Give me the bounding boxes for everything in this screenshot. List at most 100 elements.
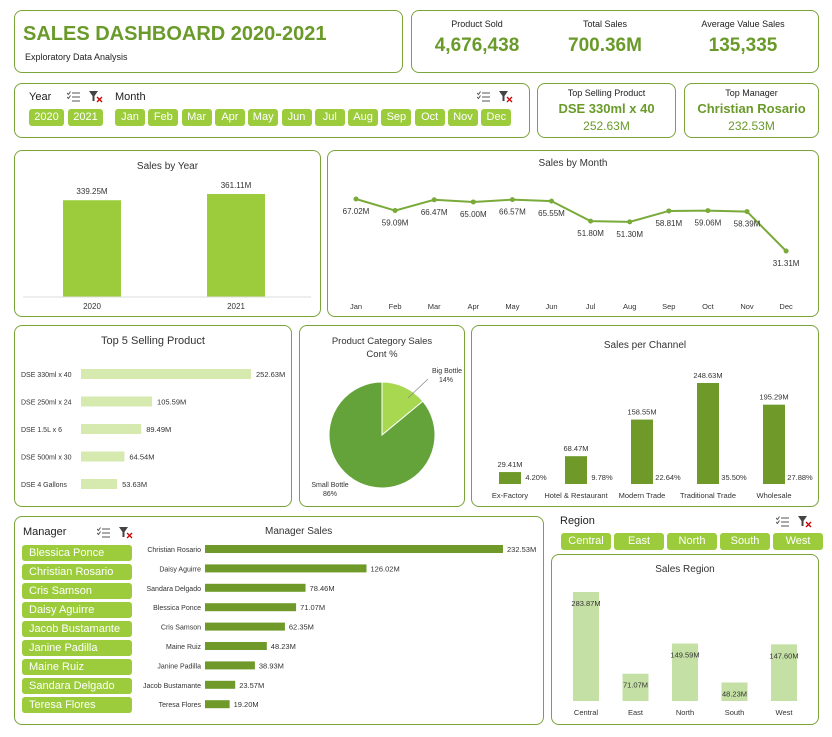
manager-multi-select-icon[interactable]	[96, 526, 111, 544]
channel-percent-label: 35.50%	[721, 473, 747, 482]
manager-card: Manager Blessica Ponce Christian Rosario C…	[14, 516, 544, 725]
year-bar-2020	[63, 200, 121, 297]
month-button-apr[interactable]: Apr	[214, 109, 245, 126]
manager-clear-filter-icon[interactable]	[119, 526, 133, 544]
manager-button-christian-rosario[interactable]: Christian Rosario	[22, 564, 132, 580]
month-tick-label: Nov	[740, 302, 754, 311]
region-data-label: 71.07M	[623, 681, 648, 690]
region-button-north[interactable]: North	[667, 533, 717, 550]
manager-button-jacob-bustamante[interactable]: Jacob Bustamante	[22, 621, 132, 637]
manager-button-teresa-flores[interactable]: Teresa Flores	[22, 697, 132, 713]
month-point-jan	[353, 196, 359, 202]
month-button-oct[interactable]: Oct	[414, 109, 445, 126]
year-button-2020[interactable]: 2020	[29, 109, 64, 126]
manager-button-cris-samson[interactable]: Cris Samson	[22, 583, 132, 599]
manager-button-sandara-delgado[interactable]: Sandara Delgado	[22, 678, 132, 694]
top5-tick-label: DSE 250ml x 24	[21, 400, 72, 407]
top5-tick-label: DSE 500ml x 30	[21, 455, 72, 462]
top5-bar-dse-250ml-x-24	[81, 396, 153, 407]
region-bar-east	[622, 673, 649, 701]
region-button-central[interactable]: Central	[561, 533, 611, 550]
kpi-product-sold-value: 4,676,438	[434, 35, 520, 56]
manager-sales-title: Manager Sales	[265, 526, 333, 537]
region-clear-filter-icon[interactable]	[798, 515, 812, 533]
year-tick-label: 2020	[83, 302, 101, 311]
manager-button-maine-ruiz[interactable]: Maine Ruiz	[22, 659, 132, 675]
top5-tick-label: DSE 1.5L x 6	[21, 427, 62, 434]
month-button-sep[interactable]: Sep	[381, 109, 412, 126]
top5-product-chart: DSE 330ml x 40 252.63M DSE 250ml x 24 105.5…	[21, 369, 285, 489]
manager-bar-janine-padilla	[205, 661, 255, 670]
month-point-aug	[627, 219, 633, 225]
region-bar-north	[672, 643, 698, 701]
sales-region-chart: 283.87M Central 71.07M East 149.59M North 48.2…	[571, 592, 799, 717]
month-point-oct	[705, 208, 711, 214]
month-button-feb[interactable]: Feb	[148, 109, 179, 126]
manager-bar-maine-ruiz	[205, 642, 267, 650]
channel-bar-traditional-trade	[697, 383, 719, 484]
multi-select-icon[interactable]	[66, 90, 81, 108]
month-data-label: 66.57M	[499, 208, 526, 217]
region-data-label: 149.59M	[670, 651, 699, 660]
region-data-label: 283.87M	[571, 599, 600, 608]
month-clear-filter-icon[interactable]	[499, 90, 513, 108]
month-tick-label: May	[505, 302, 519, 311]
sales-by-month-card: Sales by Month 67.02M Jan 59.09M Feb 66.47M M…	[327, 150, 819, 317]
manager-bar-cris-samson	[205, 622, 285, 631]
top5-bar-dse-1-5l-x-6	[81, 424, 142, 434]
region-button-west[interactable]: West	[773, 533, 823, 550]
top-manager-name: Christian Rosario	[697, 101, 806, 116]
month-multi-select-icon[interactable]	[476, 90, 491, 108]
date-slicer-card: Year 2020 2021 Month Jan Feb Mar Apr May Jun Ju…	[14, 83, 530, 138]
manager-tick-label: Daisy Aguirre	[159, 566, 201, 573]
month-button-jun[interactable]: Jun	[281, 109, 312, 126]
manager-button-daisy-aguirre[interactable]: Daisy Aguirre	[22, 602, 132, 618]
month-button-may[interactable]: May	[248, 109, 279, 126]
channel-percent-label: 22.64%	[655, 473, 681, 482]
month-button-dec[interactable]: Dec	[481, 109, 512, 126]
manager-bar-blessica-ponce	[205, 603, 297, 612]
region-tick-label: South	[725, 708, 745, 717]
top5-data-label: 105.59M	[157, 398, 186, 407]
year-button-2021[interactable]: 2021	[68, 109, 103, 126]
manager-button-blessica-ponce[interactable]: Blessica Ponce	[22, 545, 132, 561]
month-button-aug[interactable]: Aug	[348, 109, 379, 126]
manager-button-janine-padilla[interactable]: Janine Padilla	[22, 640, 132, 656]
manager-tick-label: Blessica Ponce	[153, 605, 201, 612]
page-subtitle: Exploratory Data Analysis	[25, 52, 128, 62]
manager-slicer-label: Manager	[23, 526, 67, 538]
top-product-value: 252.63M	[583, 119, 630, 133]
region-slicer-label: Region	[560, 515, 595, 527]
month-point-jul	[588, 218, 594, 224]
pie-leader-big-bottle	[407, 378, 429, 399]
region-button-south[interactable]: South	[720, 533, 770, 550]
channel-data-label: 29.41M	[497, 460, 522, 469]
region-tick-label: East	[628, 708, 644, 717]
month-button-jan[interactable]: Jan	[115, 109, 145, 126]
region-multi-select-icon[interactable]	[775, 515, 790, 533]
month-point-feb	[392, 208, 398, 214]
month-button-nov[interactable]: Nov	[448, 109, 478, 126]
region-bar-central	[573, 592, 599, 701]
channel-bar-wholesale	[763, 404, 785, 484]
sales-by-month-chart: 67.02M Jan 59.09M Feb 66.47M Mar 65.00M Apr 66.5…	[343, 196, 800, 311]
month-button-mar[interactable]: Mar	[181, 109, 212, 126]
month-button-jul[interactable]: Jul	[314, 109, 345, 126]
manager-tick-label: Sandara Delgado	[147, 586, 202, 593]
year-data-label: 361.11M	[221, 181, 252, 190]
manager-data-label: 23.57M	[239, 681, 264, 690]
channel-tick-label: Ex-Factory	[492, 491, 529, 500]
month-point-jun	[549, 198, 554, 204]
clear-filter-icon[interactable]	[89, 90, 103, 108]
region-button-east[interactable]: East	[614, 533, 664, 550]
top-manager-card: Top Manager Christian Rosario 232.53M	[684, 83, 819, 138]
channel-percent-label: 4.20%	[525, 473, 547, 482]
pie-percent-label: 14%	[439, 377, 453, 384]
kpi-total-sales-label: Total Sales	[582, 19, 628, 29]
channel-tick-label: Traditional Trade	[680, 491, 736, 500]
manager-bar-sandara-delgado	[205, 583, 306, 592]
top5-product-card: Top 5 Selling Product DSE 330ml x 40 252.…	[14, 325, 292, 507]
kpi-total-sales-value: 700.36M	[568, 35, 642, 56]
month-tick-label: Aug	[623, 302, 636, 311]
month-point-apr	[470, 199, 476, 205]
